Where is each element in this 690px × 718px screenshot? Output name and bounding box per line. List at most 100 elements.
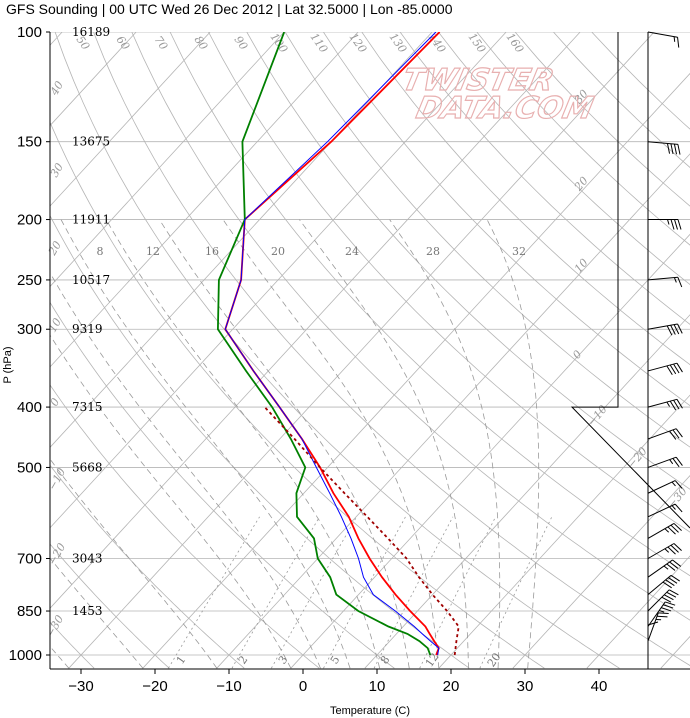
wind-barb-650: [647, 523, 682, 539]
barb-full-300: [666, 325, 673, 336]
barb-shaft-700: [647, 543, 675, 559]
y-tick-label-250: 250: [17, 272, 42, 289]
dry-adiabat-90: [246, 32, 690, 490]
moist-adiabat-28: [389, 219, 501, 669]
y-tick-label-700: 700: [17, 550, 42, 567]
barb-full-150: [677, 144, 681, 155]
isotherm-20: [438, 394, 690, 669]
barb-shaft-800: [647, 574, 672, 596]
wind-barb-300: [647, 323, 683, 336]
barb-half-750: [663, 565, 669, 570]
isotherm--50: [50, 32, 507, 529]
dry-adiabat-70: [169, 32, 690, 577]
height-label-850: 1453: [72, 604, 103, 618]
barb-full-900: [661, 607, 672, 612]
moist-adiabat-label-right-2: 10: [572, 256, 591, 275]
barb-shaft-850: [647, 589, 670, 612]
barb-full-200: [674, 219, 678, 230]
chart-title: GFS Sounding | 00 UTC Wed 26 Dec 2012 | …: [6, 1, 453, 17]
barb-shaft-150: [647, 141, 678, 145]
barb-full-450: [675, 428, 683, 438]
isotherm--90: [50, 32, 211, 207]
wind-barb-1000: [647, 621, 659, 655]
barb-full-850: [666, 591, 677, 598]
barb-full-800: [668, 577, 678, 584]
dry-adiabat-80: [208, 32, 690, 533]
barb-full-650: [670, 524, 679, 533]
barb-shaft-650: [647, 523, 675, 539]
wind-barb-550: [647, 480, 683, 494]
dry-adiabat-100: [284, 32, 690, 448]
moist-adiabat-label-left-3: 10: [46, 316, 64, 335]
dry-adiabat-label-4: 90: [232, 34, 251, 53]
height-label-250: 10517: [72, 273, 110, 287]
moist-adiabat-label-left-0: 40: [47, 79, 66, 98]
wind-barb-700: [647, 543, 682, 559]
moist-adiabat-32: [486, 219, 540, 669]
barb-full-300: [670, 325, 676, 335]
barb-full-200: [670, 219, 675, 230]
barb-full-650: [673, 523, 682, 531]
watermark-line2: DATA.COM: [413, 91, 596, 126]
barb-full-750: [669, 561, 679, 569]
moist-adiabat-20: [222, 219, 440, 669]
x-tick-label-7: 40: [591, 678, 608, 695]
moist-adiabat-label-left-7: −30: [44, 613, 67, 640]
isotherm--40: [50, 32, 581, 609]
barb-half-900: [659, 610, 665, 613]
barb-full-650: [667, 526, 676, 535]
wind-barb-250: [647, 276, 683, 288]
barb-half-700: [664, 548, 670, 553]
isotherm-40: [586, 555, 690, 669]
dry-adiabat-30: [50, 121, 545, 669]
barb-full-800: [665, 579, 675, 586]
barb-shaft-400: [647, 398, 678, 408]
height-label-500: 5668: [72, 460, 103, 474]
dry-adiabat-label-1: 60: [114, 34, 133, 53]
y-tick-label-100: 100: [17, 24, 42, 41]
barb-full-300: [677, 323, 683, 334]
dry-adiabat--20: [50, 543, 170, 669]
wind-barb-950: [647, 612, 669, 642]
barb-shaft-350: [647, 362, 678, 372]
barb-full-700: [667, 546, 676, 555]
x-tick-label-1: −20: [142, 678, 167, 695]
barb-full-300: [673, 324, 680, 335]
barb-full-500: [675, 456, 683, 466]
barb-half-250: [673, 277, 677, 283]
isotherm--70: [50, 32, 359, 368]
barb-half-550: [671, 481, 676, 487]
x-tick-label-4: 10: [369, 678, 386, 695]
wind-barb-500: [647, 456, 683, 468]
wind-barb-750: [647, 559, 682, 578]
y-tick-label-150: 150: [17, 134, 42, 151]
moist-adiabat-8: [60, 219, 351, 669]
x-tick-label-3: 0: [299, 678, 307, 695]
moist-adiabat-12: [105, 219, 381, 669]
dry-adiabat-label-6: 110: [308, 31, 331, 56]
wind-barb-450: [647, 428, 683, 440]
barb-full-350: [676, 362, 683, 373]
mixing-label-5: 28: [426, 245, 440, 258]
moist-adiabat-label-right-3: 0: [570, 348, 584, 362]
mixing-label-6: 32: [512, 245, 526, 258]
barb-half-600: [671, 505, 676, 510]
mixing-label-1: 12: [146, 245, 160, 258]
barb-full-400: [673, 399, 680, 410]
barb-half-400: [666, 401, 671, 407]
height-label-150: 13675: [72, 135, 110, 149]
height-label-700: 3043: [72, 551, 103, 565]
wind-barb-200: [648, 219, 682, 230]
series-temperature: [224, 32, 441, 656]
isotherm--20: [142, 72, 690, 669]
barb-full-350: [666, 365, 673, 376]
height-label-400: 7315: [72, 400, 103, 414]
barb-shaft-900: [647, 601, 666, 627]
x-tick-label-2: −10: [216, 678, 241, 695]
moist-adiabat-24: [299, 219, 469, 669]
barb-full-850: [664, 594, 674, 601]
barb-shaft-250: [647, 276, 678, 281]
moist-adiabat-label-left-2: 20: [45, 239, 64, 258]
barb-full-950: [658, 612, 669, 615]
